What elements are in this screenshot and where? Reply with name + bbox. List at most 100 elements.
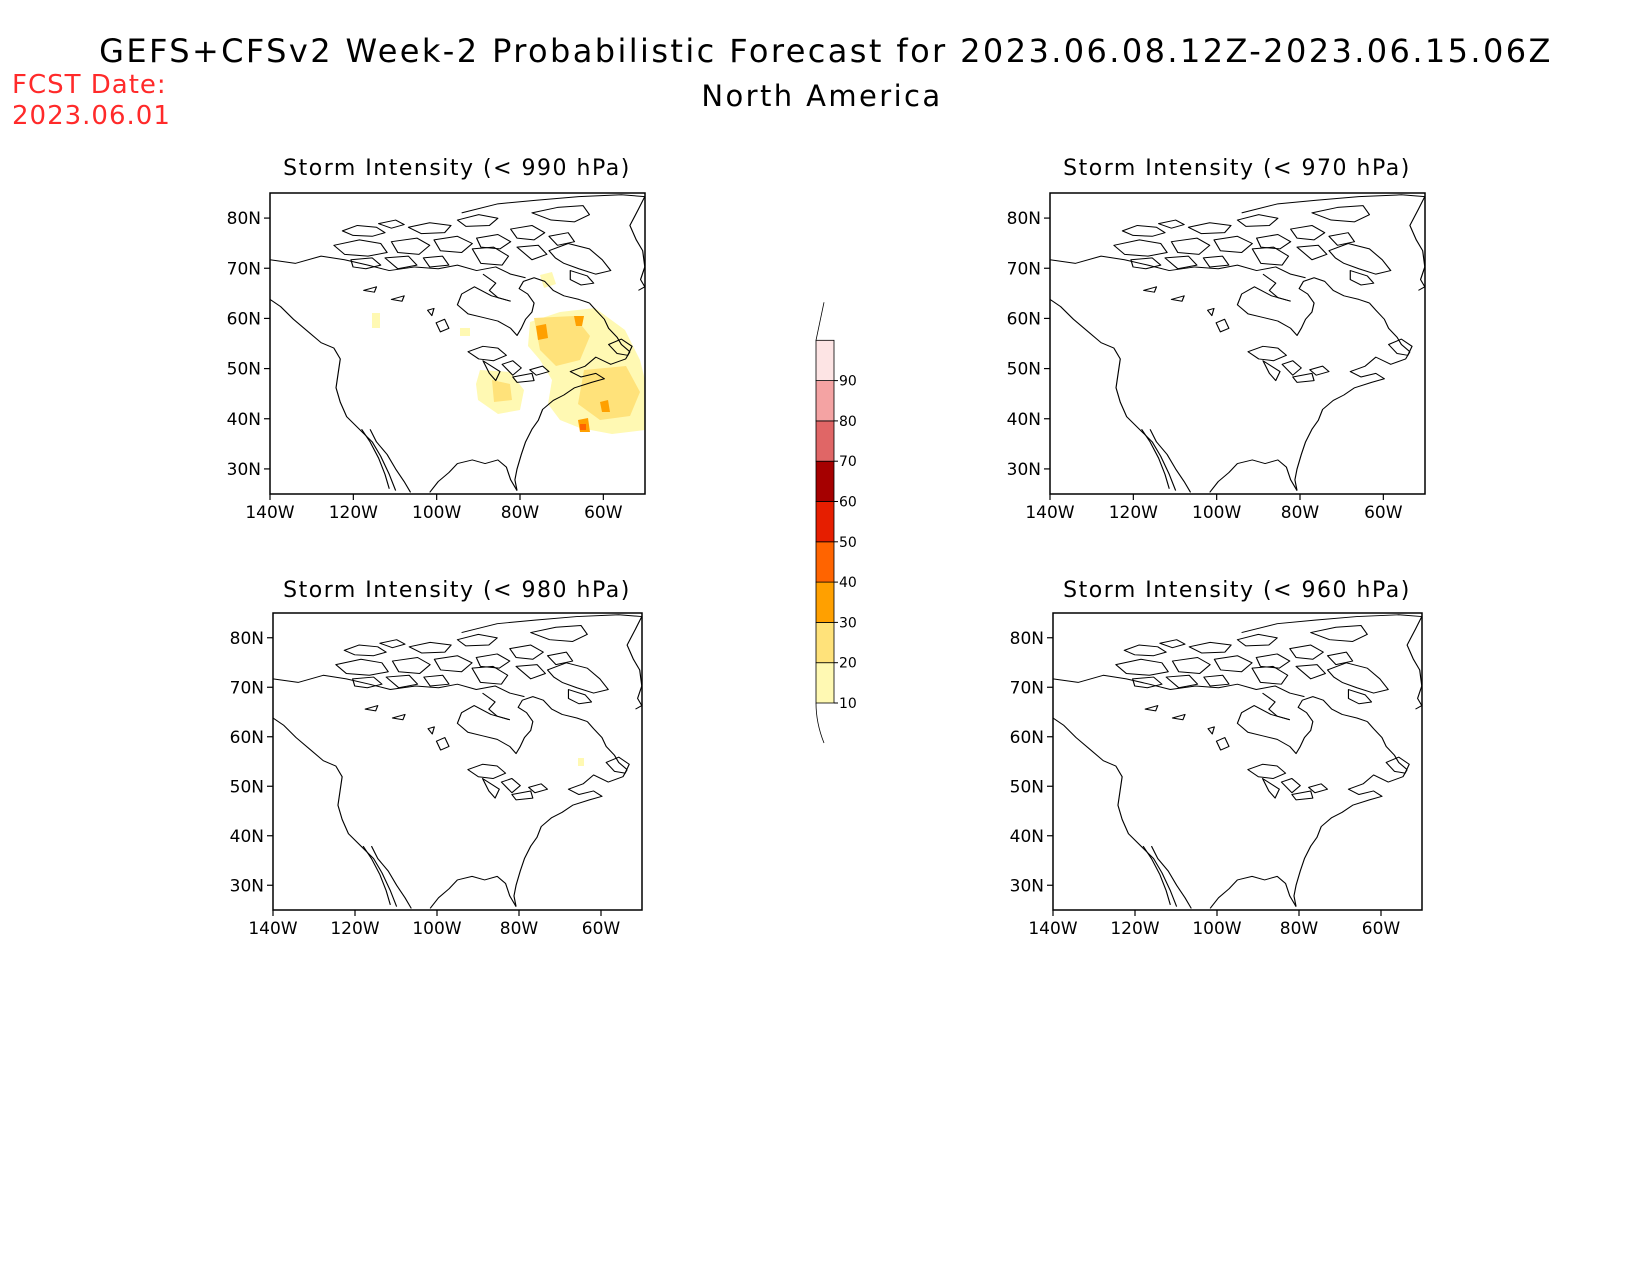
lon-tick-label: 140W (1028, 919, 1077, 939)
lon-tick-label: 60W (1362, 919, 1401, 939)
lat-axis: 80N 70N 60N 50N 40N 30N (1007, 209, 1050, 480)
probability-shading (372, 272, 645, 434)
colorbar-label: 10 (839, 696, 857, 712)
lat-tick-label: 60N (1010, 728, 1044, 748)
lon-tick-label: 120W (1109, 503, 1158, 523)
lat-tick-label: 50N (230, 777, 264, 797)
coastline (272, 614, 643, 909)
lat-tick-label: 60N (230, 728, 264, 748)
fcst-date-label: FCST Date: (12, 70, 167, 100)
colorbar-label: 20 (839, 656, 857, 672)
lat-tick-label: 30N (230, 876, 264, 896)
lon-tick-label: 120W (329, 503, 378, 523)
prob-area-20pct (492, 380, 512, 402)
lon-tick-label: 80W (500, 919, 539, 939)
map-frame (1052, 612, 1423, 911)
panel-title: Storm Intensity (< 960 hPa) (1063, 578, 1411, 603)
colorbar-swatch (815, 380, 835, 422)
lat-tick-label: 70N (230, 678, 264, 698)
prob-area-30pct (574, 316, 584, 326)
colorbar-swatch (815, 622, 835, 664)
prob-area-10pct (578, 758, 584, 766)
panel-title: Storm Intensity (< 980 hPa) (283, 578, 631, 603)
coastline (1049, 194, 1426, 493)
lat-tick-label: 40N (230, 827, 264, 847)
lon-axis: 140W 120W 100W 80W 60W (248, 910, 620, 939)
lat-tick-label: 30N (227, 460, 261, 480)
lon-tick-label: 80W (1281, 503, 1320, 523)
map-frame (1049, 192, 1426, 495)
map-frame (269, 192, 646, 495)
panel-980hpa: Storm Intensity (< 980 hPa) 80N 70N 60N 50N… (230, 578, 643, 939)
colorbar-bottom-cap (815, 702, 825, 744)
panel-970hpa: Storm Intensity (< 970 hPa) 80N 70N 60N 50N… (1007, 156, 1426, 523)
lat-tick-label: 70N (227, 259, 261, 279)
prob-area-30pct (536, 324, 548, 340)
lat-tick-label: 80N (230, 629, 264, 649)
lon-tick-label: 60W (1364, 503, 1403, 523)
colorbar-swatch (815, 501, 835, 543)
lat-tick-label: 80N (1010, 629, 1044, 649)
lat-tick-label: 70N (1007, 259, 1041, 279)
lon-tick-label: 100W (1192, 919, 1241, 939)
panel-990hpa: Storm Intensity (< 990 hPa) 80N 70N 60N 50N… (227, 156, 646, 523)
lon-tick-label: 120W (1110, 919, 1159, 939)
lon-axis: 140W 120W 100W 80W 60W (245, 494, 623, 523)
lat-tick-label: 80N (227, 209, 261, 229)
colorbar-swatch (815, 581, 835, 623)
lon-tick-label: 80W (1280, 919, 1319, 939)
prob-area-10pct (372, 313, 380, 328)
prob-area-30pct (600, 400, 610, 412)
lat-axis: 80N 70N 60N 50N 40N 30N (230, 629, 273, 896)
colorbar-label: 80 (839, 414, 857, 430)
lon-tick-label: 140W (1025, 503, 1074, 523)
colorbar-label: 30 (839, 615, 857, 631)
panel-960hpa: Storm Intensity (< 960 hPa) 80N 70N 60N 50N… (1010, 578, 1423, 939)
colorbar-swatch (815, 662, 835, 704)
lat-tick-label: 60N (1007, 309, 1041, 329)
lat-tick-label: 50N (1007, 360, 1041, 380)
lon-tick-label: 140W (248, 919, 297, 939)
lat-tick-label: 40N (1010, 827, 1044, 847)
lon-tick-label: 60W (582, 919, 621, 939)
figure-subtitle: North America (701, 79, 942, 113)
lat-tick-label: 40N (227, 410, 261, 430)
lat-tick-label: 60N (227, 309, 261, 329)
panel-title: Storm Intensity (< 990 hPa) (283, 156, 631, 181)
lat-tick-label: 40N (1007, 410, 1041, 430)
lat-tick-label: 70N (1010, 678, 1044, 698)
colorbar-label: 60 (839, 495, 857, 511)
colorbar-swatch (815, 339, 835, 381)
prob-area-40pct (580, 424, 586, 430)
lon-axis: 140W 120W 100W 80W 60W (1025, 494, 1403, 523)
lat-tick-label: 30N (1010, 876, 1044, 896)
panel-title: Storm Intensity (< 970 hPa) (1063, 156, 1411, 181)
probability-shading (578, 758, 584, 766)
colorbar-label: 40 (839, 575, 857, 591)
lat-tick-label: 30N (1007, 460, 1041, 480)
prob-area-10pct (540, 272, 556, 288)
colorbar-label: 90 (839, 374, 857, 390)
prob-area-10pct (460, 328, 470, 336)
colorbar-top-cap (815, 302, 825, 341)
colorbar-label: 70 (839, 454, 857, 470)
lon-tick-label: 100W (1192, 503, 1241, 523)
lat-tick-label: 50N (227, 360, 261, 380)
colorbar-swatch (815, 420, 835, 462)
figure-title: GEFS+CFSv2 Week-2 Probabilistic Forecast… (99, 32, 1553, 70)
prob-area-20pct (534, 316, 590, 366)
colorbar: 10 20 30 40 50 60 70 80 90 (815, 302, 857, 744)
lat-axis: 80N 70N 60N 50N 40N 30N (1010, 629, 1053, 896)
lon-tick-label: 140W (245, 503, 294, 523)
colorbar-label: 50 (839, 535, 857, 551)
lat-tick-label: 50N (1010, 777, 1044, 797)
prob-area-20pct (578, 366, 640, 420)
map-frame (272, 612, 643, 911)
lat-tick-label: 80N (1007, 209, 1041, 229)
lon-tick-label: 120W (330, 919, 379, 939)
fcst-date-value: 2023.06.01 (12, 101, 171, 131)
colorbar-swatch (815, 541, 835, 583)
lon-tick-label: 100W (412, 503, 461, 523)
colorbar-swatch (815, 460, 835, 502)
